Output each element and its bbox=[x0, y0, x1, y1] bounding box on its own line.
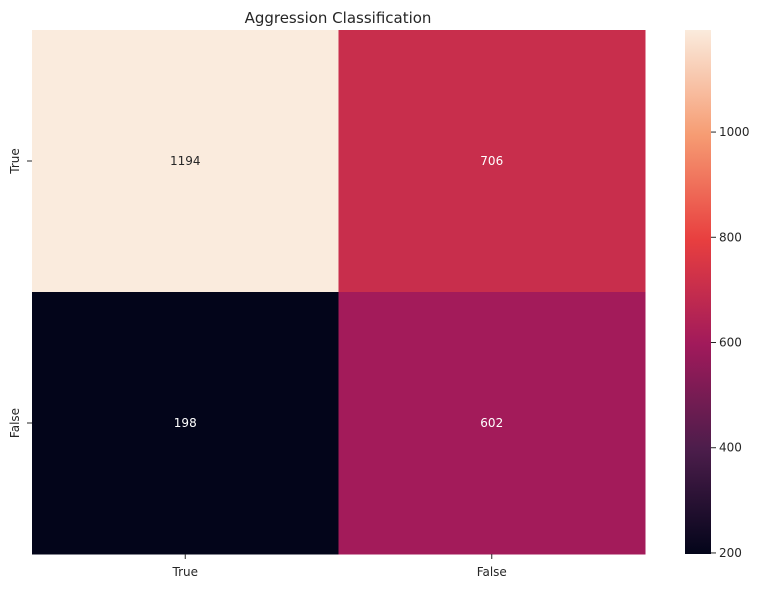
cell-value-label: 198 bbox=[174, 416, 197, 430]
heatmap-cell bbox=[32, 292, 339, 555]
colorbar: 200 400 600 800 1000 bbox=[685, 30, 750, 560]
y-tick-label: True bbox=[8, 148, 22, 175]
heatmap-cell bbox=[338, 292, 646, 555]
chart-title: Aggression Classification bbox=[245, 9, 432, 27]
y-axis: True False bbox=[8, 148, 32, 438]
colorbar-tick-label: 800 bbox=[719, 230, 742, 244]
x-tick-label: False bbox=[477, 565, 507, 579]
colorbar-tick-label: 600 bbox=[719, 336, 742, 350]
colorbar-tick-label: 1000 bbox=[719, 125, 750, 139]
cell-value-label: 1194 bbox=[170, 154, 201, 168]
colorbar-tick-label: 200 bbox=[719, 546, 742, 560]
heatmap-cell bbox=[338, 30, 646, 293]
heatmap-cell bbox=[32, 30, 339, 293]
x-axis: True False bbox=[172, 554, 507, 579]
colorbar-gradient bbox=[685, 30, 711, 554]
heatmap-cells bbox=[32, 30, 646, 555]
x-tick-label: True bbox=[172, 565, 199, 579]
cell-value-label: 602 bbox=[480, 416, 503, 430]
cell-annotations: 1194 706 198 602 bbox=[170, 154, 503, 430]
cell-value-label: 706 bbox=[480, 154, 503, 168]
y-tick-label: False bbox=[8, 408, 22, 438]
colorbar-tick-label: 400 bbox=[719, 441, 742, 455]
